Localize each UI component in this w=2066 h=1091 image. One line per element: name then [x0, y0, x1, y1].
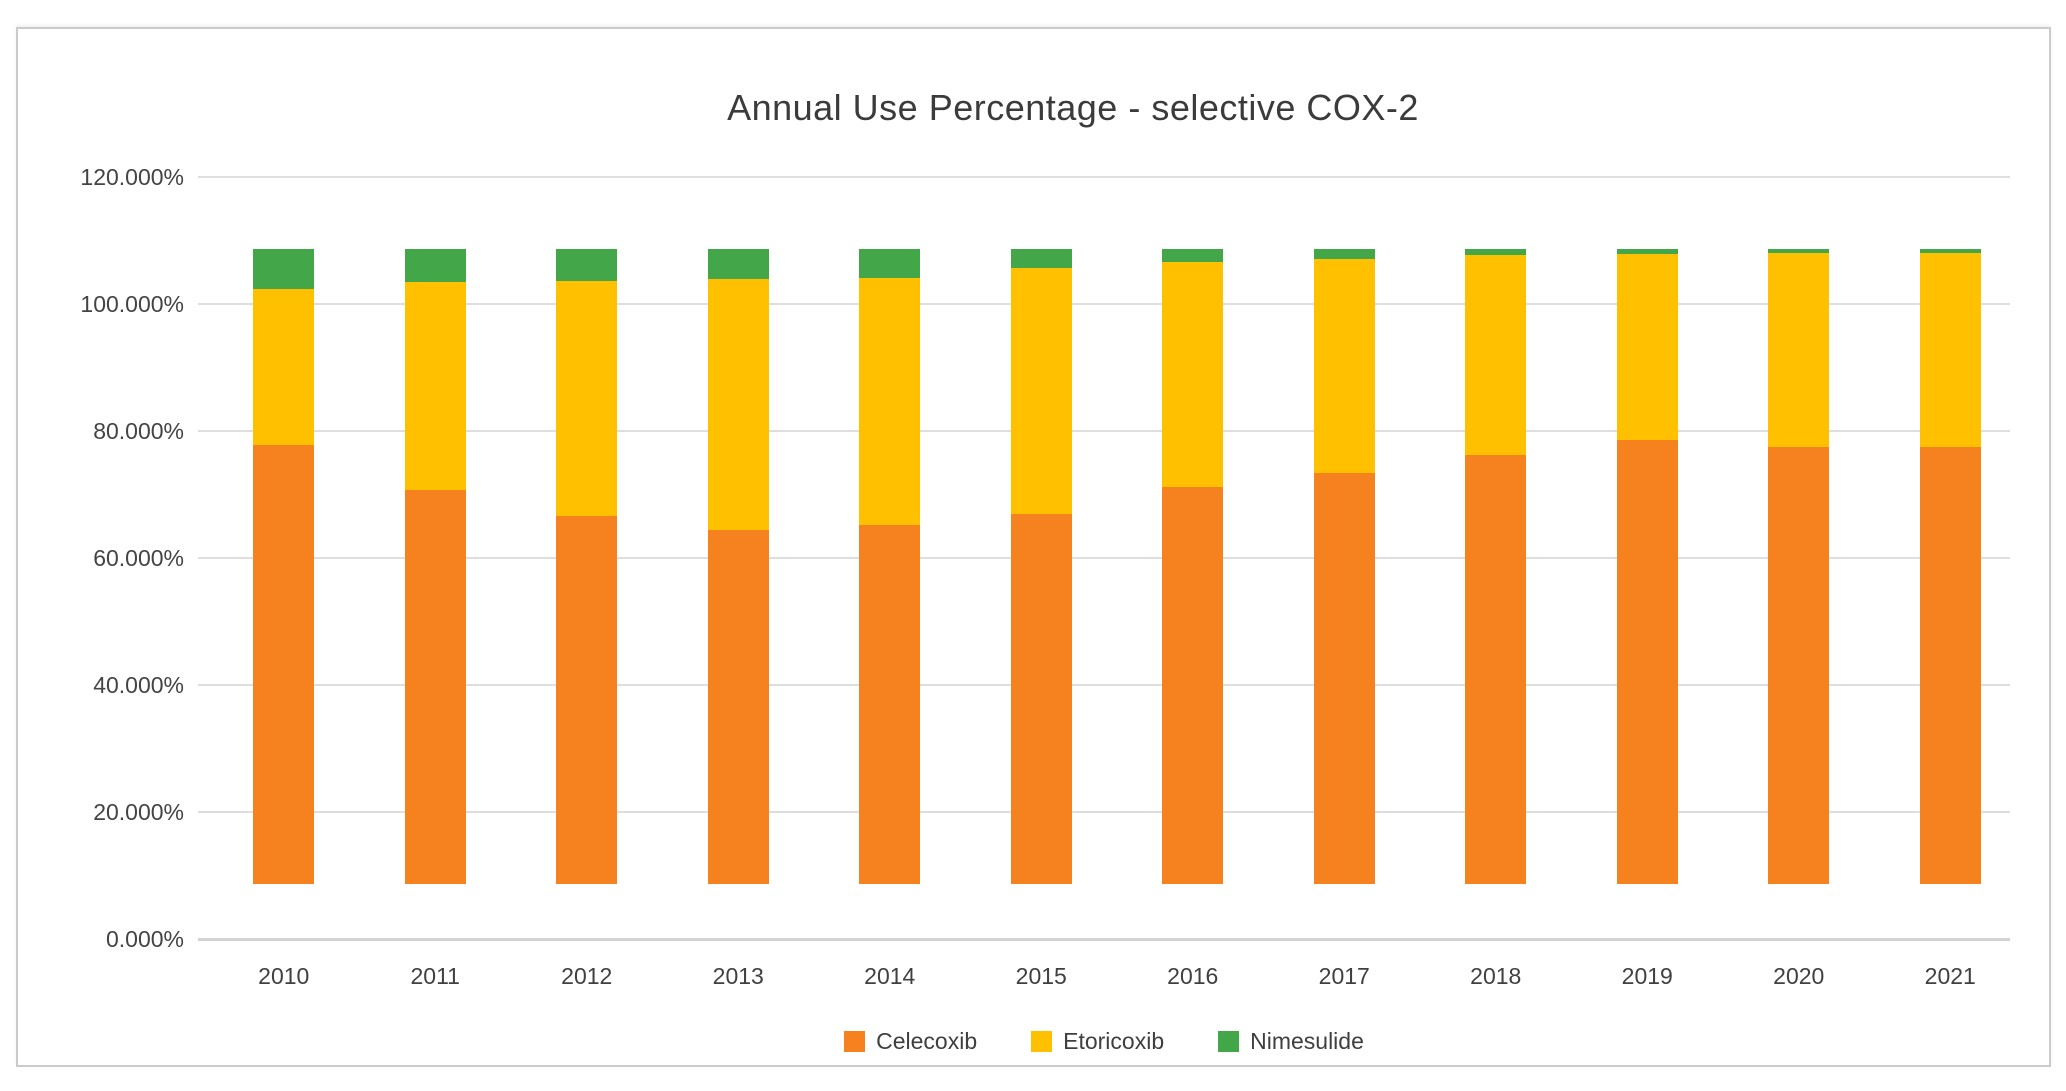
bar-segment-celecoxib-2015: [1010, 514, 1072, 884]
x-tick-label: 2011: [410, 963, 460, 989]
bar-segment-nimesulide-2011: [404, 249, 466, 283]
bar-2010: [253, 249, 315, 884]
legend-item-etoricoxib: Etoricoxib: [1031, 1028, 1164, 1055]
bar-2014: [859, 249, 921, 884]
bar-segment-celecoxib-2010: [253, 445, 315, 884]
gridline-100: [198, 303, 2010, 305]
bar-segment-nimesulide-2017: [1313, 249, 1375, 260]
bar-2020: [1768, 249, 1830, 884]
bar-segment-nimesulide-2013: [707, 249, 769, 279]
bar-segment-celecoxib-2018: [1465, 455, 1527, 884]
x-tick-label: 2020: [1773, 963, 1825, 989]
bar-segment-etoricoxib-2020: [1768, 253, 1830, 448]
bar-segment-celecoxib-2013: [707, 529, 769, 884]
bar-2016: [1162, 249, 1224, 884]
bar-segment-etoricoxib-2012: [556, 280, 618, 516]
bar-segment-nimesulide-2020: [1768, 249, 1830, 254]
bar-segment-nimesulide-2018: [1465, 249, 1527, 256]
bar-2011: [404, 249, 466, 884]
bar-segment-etoricoxib-2015: [1010, 268, 1072, 515]
x-tick-label: 2015: [1015, 963, 1067, 989]
bar-segment-celecoxib-2014: [859, 524, 921, 884]
bar-2015: [1010, 249, 1072, 884]
chart-title: Annual Use Percentage - selective COX-2: [727, 87, 1419, 128]
x-tick-label: 2012: [561, 963, 613, 989]
plot-area: 0.000% 20.000% 40.000% 60.000% 80.000% 100.00…: [18, 29, 2049, 1065]
bar-segment-celecoxib-2021: [1919, 446, 1981, 884]
x-tick-label: 2016: [1167, 963, 1219, 989]
bar-2018: [1465, 249, 1527, 884]
gridline-40: [198, 684, 2010, 686]
chart-frame: Annual Use Percentage - selective COX-2 …: [16, 27, 2051, 1067]
legend-item-nimesulide: Nimesulide: [1218, 1028, 1364, 1055]
bar-segment-etoricoxib-2014: [859, 278, 921, 525]
bar-2021: [1919, 249, 1981, 884]
bar-segment-etoricoxib-2019: [1616, 254, 1678, 441]
legend-label: Etoricoxib: [1063, 1027, 1165, 1054]
y-tick-label: 0.000%: [105, 926, 184, 952]
bar-segment-celecoxib-2017: [1313, 472, 1375, 884]
bar-segment-etoricoxib-2013: [707, 278, 769, 530]
y-tick-label: 100.000%: [80, 291, 184, 317]
x-tick-label: 2010: [258, 963, 310, 989]
bar-2012: [556, 249, 618, 884]
bar-segment-celecoxib-2019: [1616, 440, 1678, 884]
bar-segment-nimesulide-2021: [1919, 249, 1981, 253]
bar-segment-etoricoxib-2010: [253, 289, 315, 446]
bar-segment-celecoxib-2012: [556, 515, 618, 884]
legend: Celecoxib Etoricoxib Nimesulide: [198, 1023, 2010, 1059]
x-tick-label: 2017: [1318, 963, 1370, 989]
bar-segment-celecoxib-2020: [1768, 447, 1830, 884]
gridline-20: [198, 811, 2010, 813]
bar-segment-nimesulide-2014: [859, 249, 921, 279]
legend-label: Celecoxib: [876, 1027, 978, 1054]
x-tick-label: 2014: [864, 963, 916, 989]
bar-segment-celecoxib-2011: [404, 489, 466, 884]
bar-segment-nimesulide-2016: [1162, 249, 1224, 262]
bar-2013: [707, 249, 769, 884]
y-tick-label: 20.000%: [93, 799, 184, 825]
x-tick-label: 2019: [1621, 963, 1673, 989]
legend-swatch-icon-etoricoxib: [1031, 1030, 1053, 1052]
legend-swatch-icon-nimesulide: [1218, 1030, 1240, 1052]
gridline-80: [198, 430, 2010, 432]
bar-segment-nimesulide-2010: [253, 249, 315, 290]
legend-swatch-icon-celecoxib: [844, 1030, 866, 1052]
y-tick-label: 60.000%: [93, 545, 184, 571]
bar-segment-etoricoxib-2017: [1313, 259, 1375, 473]
x-tick-label: 2021: [1924, 963, 1976, 989]
legend-label: Nimesulide: [1250, 1027, 1364, 1054]
bar-segment-nimesulide-2012: [556, 249, 618, 281]
x-tick-label: 2018: [1470, 963, 1522, 989]
x-tick-label: 2013: [712, 963, 764, 989]
bar-segment-nimesulide-2019: [1616, 249, 1678, 255]
bar-2019: [1616, 249, 1678, 884]
y-tick-label: 40.000%: [93, 672, 184, 698]
bar-segment-etoricoxib-2016: [1162, 261, 1224, 488]
gridline-120: [198, 176, 2010, 178]
bar-segment-nimesulide-2015: [1010, 249, 1072, 269]
y-tick-label: 120.000%: [80, 164, 184, 190]
bar-segment-etoricoxib-2018: [1465, 255, 1527, 456]
bar-2017: [1313, 249, 1375, 884]
bar-segment-celecoxib-2016: [1162, 487, 1224, 884]
legend-item-celecoxib: Celecoxib: [844, 1028, 977, 1055]
x-axis-line: [198, 938, 2010, 941]
y-tick-label: 80.000%: [93, 418, 184, 444]
bar-segment-etoricoxib-2021: [1919, 252, 1981, 447]
bar-segment-etoricoxib-2011: [404, 282, 466, 490]
gridline-60: [198, 557, 2010, 559]
